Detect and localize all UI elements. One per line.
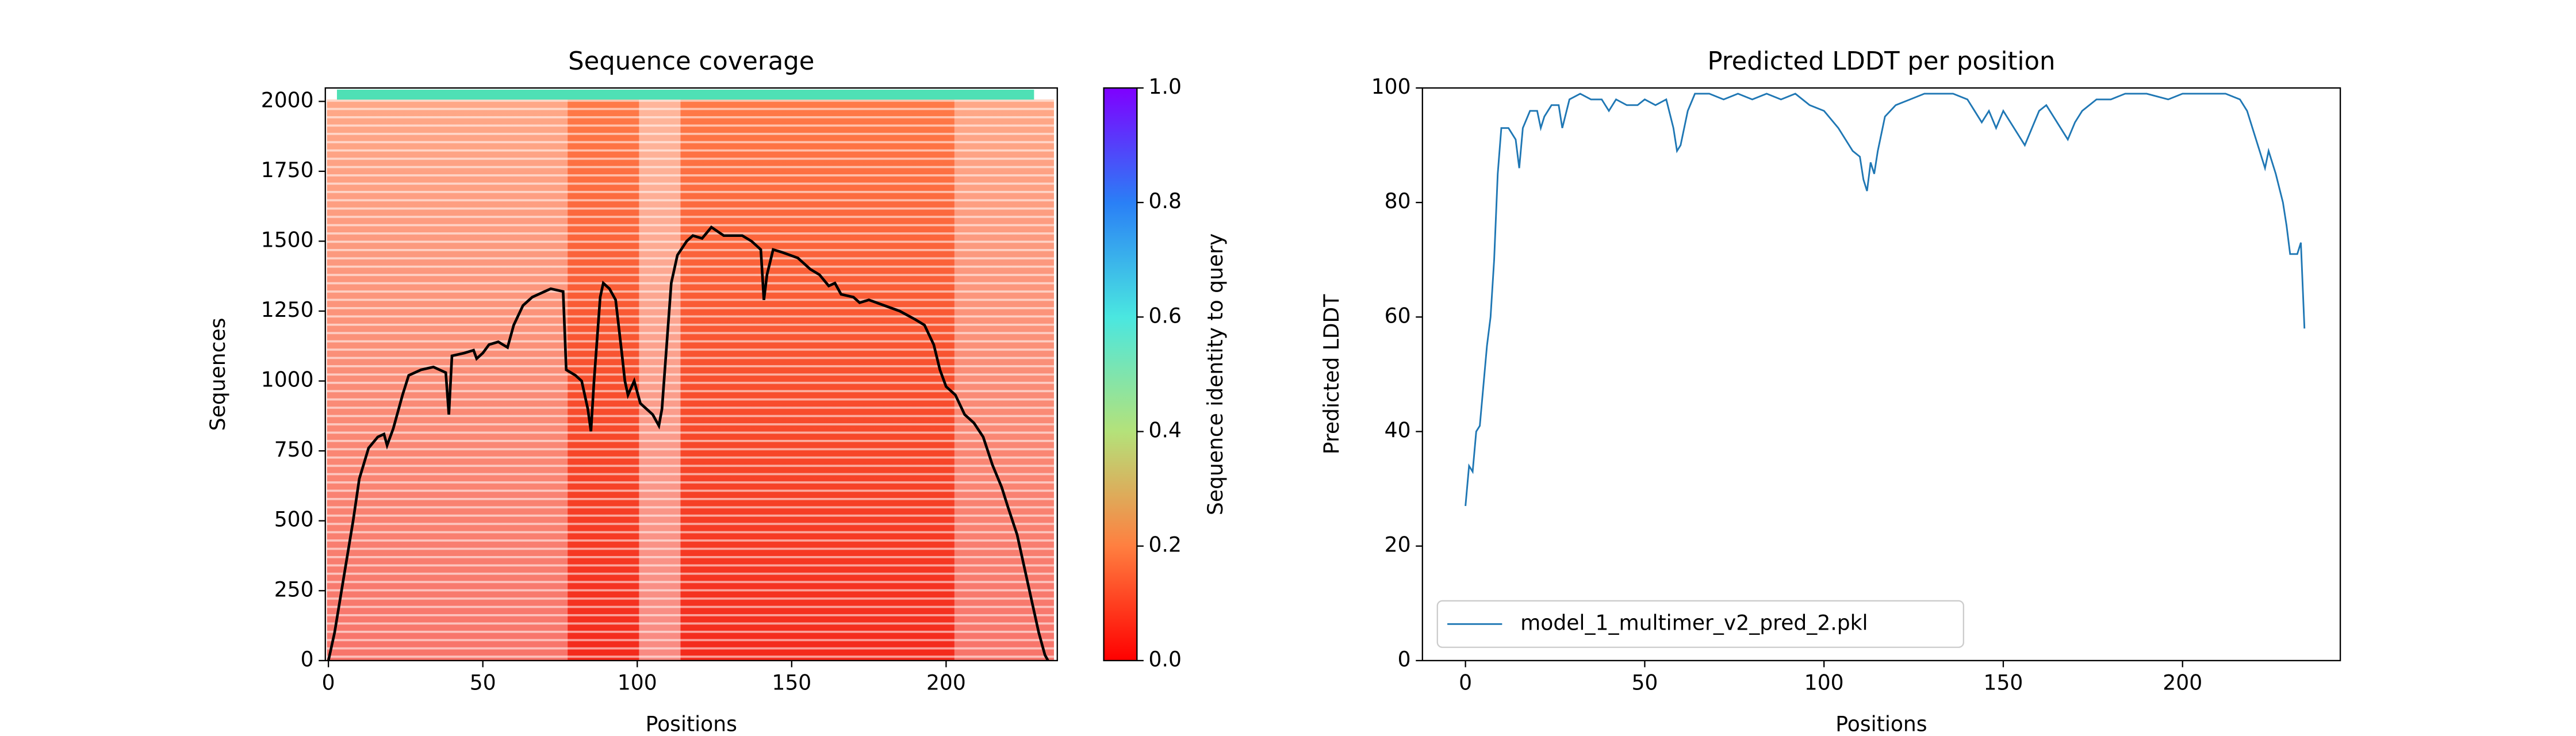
- y-tick-label: 80: [1385, 189, 1411, 213]
- coverage-heatmap: [327, 89, 1054, 661]
- data-line: [327, 225, 1049, 661]
- colorbar-label: Sequence identity to query: [1203, 233, 1228, 515]
- legend-box: [1436, 600, 1964, 648]
- chart-title: Predicted LDDT per position: [1707, 47, 2055, 76]
- y-axis-label: Sequences: [206, 318, 230, 431]
- colorbar-tick-label: 0.0: [1149, 647, 1182, 672]
- y-tick-label: 100: [1371, 75, 1411, 99]
- colorbar-tick-label: 0.6: [1149, 304, 1182, 328]
- x-tick-label: 0: [1459, 670, 1472, 695]
- x-tick-label: 0: [322, 670, 335, 695]
- y-tick-label: 0: [301, 647, 314, 672]
- chart-title: Sequence coverage: [568, 47, 814, 76]
- x-tick-label: 200: [926, 670, 966, 695]
- y-tick-label: 750: [274, 438, 314, 462]
- y-axis-label: Predicted LDDT: [1320, 294, 1344, 454]
- y-tick-label: 1250: [261, 298, 314, 322]
- x-axis-label: Positions: [646, 712, 737, 736]
- data-line: [1465, 93, 2306, 507]
- colorbar-tick-label: 0.2: [1149, 533, 1182, 557]
- y-tick-label: 250: [274, 577, 314, 601]
- y-tick-label: 20: [1385, 533, 1411, 557]
- y-tick-label: 60: [1385, 304, 1411, 328]
- x-axis-label: Positions: [1835, 712, 1927, 736]
- y-tick-label: 1000: [261, 368, 314, 392]
- legend-label: model_1_multimer_v2_pred_2.pkl: [1520, 611, 1868, 635]
- x-tick-label: 100: [1804, 670, 1844, 695]
- y-tick-label: 1500: [261, 228, 314, 252]
- plot-frame: [1421, 87, 2341, 662]
- x-tick-label: 50: [1631, 670, 1658, 695]
- colorbar-tick-label: 0.8: [1149, 189, 1182, 213]
- colorbar-tick-label: 1.0: [1149, 75, 1182, 99]
- y-tick-label: 0: [1398, 647, 1411, 672]
- colorbar: [1103, 87, 1138, 662]
- x-tick-label: 150: [772, 670, 811, 695]
- colorbar-tick-label: 0.4: [1149, 419, 1182, 443]
- y-tick-label: 500: [274, 508, 314, 532]
- y-tick-label: 2000: [261, 88, 314, 112]
- x-tick-label: 50: [470, 670, 496, 695]
- x-tick-label: 150: [1984, 670, 2023, 695]
- y-tick-label: 40: [1385, 419, 1411, 443]
- plot-frame: [324, 87, 1058, 662]
- x-tick-label: 200: [2163, 670, 2202, 695]
- y-tick-label: 1750: [261, 158, 314, 182]
- x-tick-label: 100: [618, 670, 657, 695]
